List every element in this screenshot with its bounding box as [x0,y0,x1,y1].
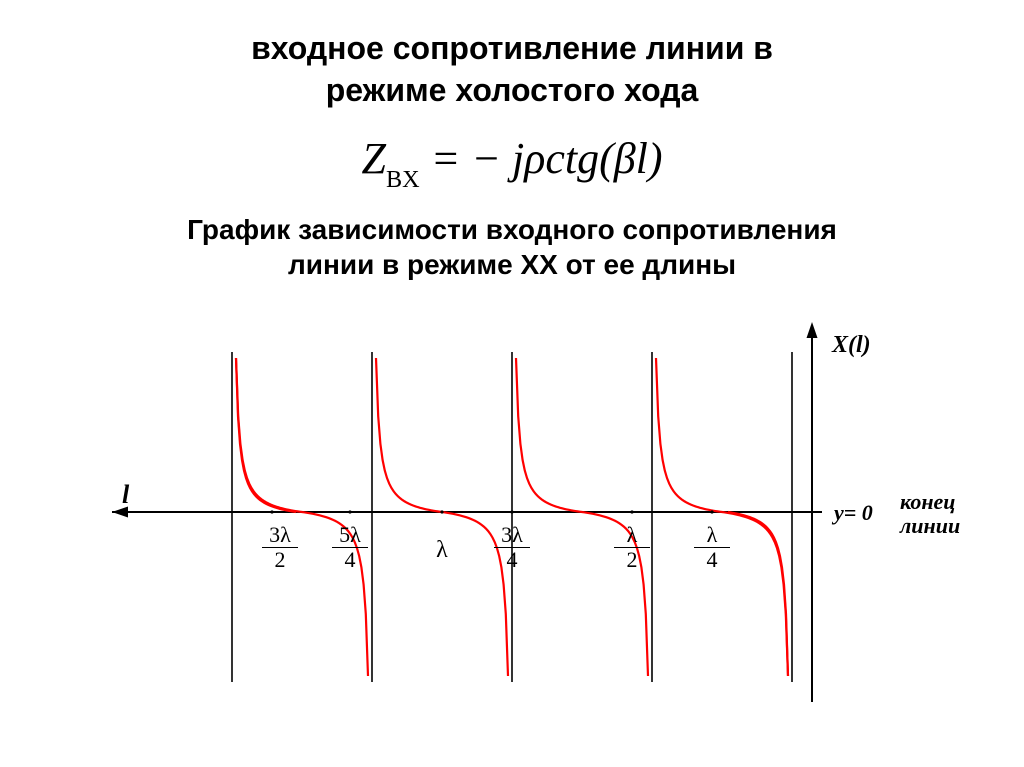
impedance-chart: l X(l) y= 0 конец линии 3λ25λ4λ3λ4λ2λ4 [72,302,952,722]
x-tick-label: λ2 [614,524,650,571]
title-line1: входное сопротивление линии в [251,30,773,66]
axis-label-l: l [122,480,129,510]
subtitle-line2: линии в режиме XX от ее длины [288,249,736,280]
title-line2: режиме холостого хода [326,72,699,108]
x-tick-label: 5λ4 [332,524,368,571]
formula: ZBX = − jρctg(βl) [0,133,1024,190]
x-tick-label: 3λ2 [262,524,298,571]
x-tick-label: 3λ4 [494,524,530,571]
axis-label-y0: y= 0 [834,500,873,526]
axis-label-xl: X(l) [832,332,871,359]
end-of-line-label: конец линии [900,490,960,538]
x-tick-label: λ [424,538,460,562]
chart-svg [72,302,952,722]
subtitle-line1: График зависимости входного сопротивлени… [187,214,837,245]
x-tick-label: λ4 [694,524,730,571]
